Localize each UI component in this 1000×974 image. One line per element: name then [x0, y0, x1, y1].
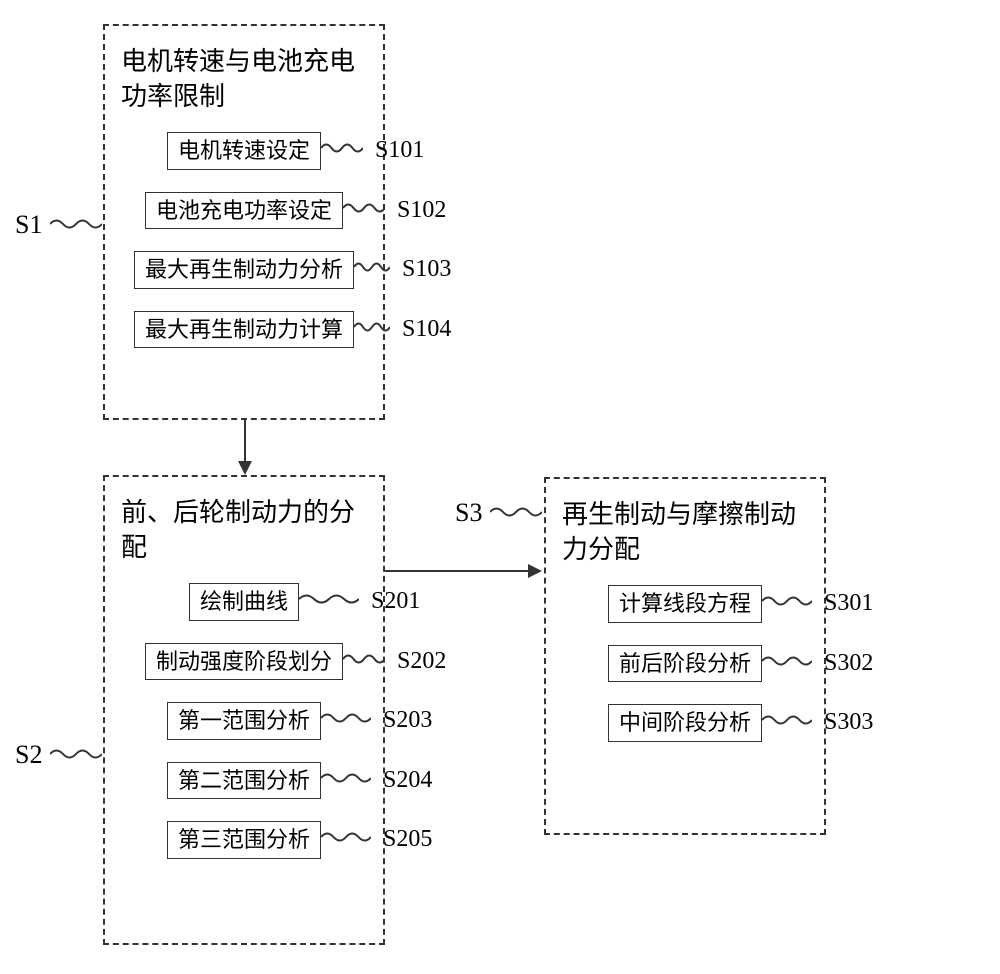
- step-s103-label: S103: [402, 256, 451, 283]
- step-s204-row: 第二范围分析 S204: [121, 762, 367, 800]
- main-label-s3: S3: [455, 498, 482, 528]
- squiggle-icon: [321, 825, 371, 854]
- arrow-s2-s3: [385, 570, 530, 572]
- box-s3: 再生制动与摩擦制动力分配 计算线段方程 S301 前后阶段分析 S302: [544, 477, 826, 835]
- step-s103-row: 最大再生制动力分析 S103: [121, 251, 367, 289]
- step-s303-row: 中间阶段分析 S303: [562, 704, 808, 742]
- box-s1: 电机转速与电池充电功率限制 电机转速设定 S101 电池充电功率设定 S102: [103, 24, 385, 420]
- main-label-s1: S1: [15, 210, 42, 240]
- squiggle-icon: [762, 649, 812, 678]
- squiggle-icon: [343, 196, 385, 225]
- box-s1-title: 电机转速与电池充电功率限制: [121, 44, 367, 114]
- main-label-s2: S2: [15, 740, 42, 770]
- squiggle-icon: [321, 766, 371, 795]
- step-s102-box: 电池充电功率设定: [145, 192, 343, 230]
- step-s201-label: S201: [371, 588, 420, 615]
- step-s102-label: S102: [397, 197, 446, 224]
- step-s202-row: 制动强度阶段划分 S202: [121, 643, 367, 681]
- step-s204-label: S204: [383, 767, 432, 794]
- step-s104-row: 最大再生制动力计算 S104: [121, 311, 367, 349]
- squiggle-icon: [50, 212, 102, 241]
- step-s101-box: 电机转速设定: [167, 132, 321, 170]
- step-s204-box: 第二范围分析: [167, 762, 321, 800]
- step-s303-label: S303: [824, 709, 873, 736]
- step-s203-box: 第一范围分析: [167, 702, 321, 740]
- arrow-s1-s2: [244, 420, 246, 463]
- box-s3-title: 再生制动与摩擦制动力分配: [562, 497, 808, 567]
- step-s202-box: 制动强度阶段划分: [145, 643, 343, 681]
- step-s104-label: S104: [402, 316, 451, 343]
- step-s205-row: 第三范围分析 S205: [121, 821, 367, 859]
- step-s301-row: 计算线段方程 S301: [562, 585, 808, 623]
- step-s205-label: S205: [383, 826, 432, 853]
- step-s301-label: S301: [824, 590, 873, 617]
- arrow-s1-s2-head: [238, 461, 252, 475]
- squiggle-icon: [343, 647, 385, 676]
- step-s302-box: 前后阶段分析: [608, 645, 762, 683]
- squiggle-icon: [354, 315, 390, 344]
- box-s2-title: 前、后轮制动力的分配: [121, 495, 367, 565]
- step-s302-label: S302: [824, 650, 873, 677]
- arrow-s2-s3-head: [528, 564, 542, 578]
- squiggle-icon: [321, 706, 371, 735]
- step-s103-box: 最大再生制动力分析: [134, 251, 354, 289]
- squiggle-icon: [490, 500, 542, 529]
- step-s202-label: S202: [397, 648, 446, 675]
- step-s104-box: 最大再生制动力计算: [134, 311, 354, 349]
- step-s101-row: 电机转速设定 S101: [121, 132, 367, 170]
- squiggle-icon: [354, 255, 390, 284]
- step-s301-box: 计算线段方程: [608, 585, 762, 623]
- step-s203-label: S203: [383, 707, 432, 734]
- step-s101-label: S101: [375, 137, 424, 164]
- step-s203-row: 第一范围分析 S203: [121, 702, 367, 740]
- step-s201-box: 绘制曲线: [189, 583, 299, 621]
- squiggle-icon: [50, 742, 102, 771]
- squiggle-icon: [762, 589, 812, 618]
- step-s205-box: 第三范围分析: [167, 821, 321, 859]
- squiggle-icon: [762, 708, 812, 737]
- squiggle-icon: [299, 587, 359, 616]
- step-s303-box: 中间阶段分析: [608, 704, 762, 742]
- step-s302-row: 前后阶段分析 S302: [562, 645, 808, 683]
- box-s2: 前、后轮制动力的分配 绘制曲线 S201 制动强度阶段划分 S202: [103, 475, 385, 945]
- step-s102-row: 电池充电功率设定 S102: [121, 192, 367, 230]
- squiggle-icon: [321, 136, 363, 165]
- step-s201-row: 绘制曲线 S201: [121, 583, 367, 621]
